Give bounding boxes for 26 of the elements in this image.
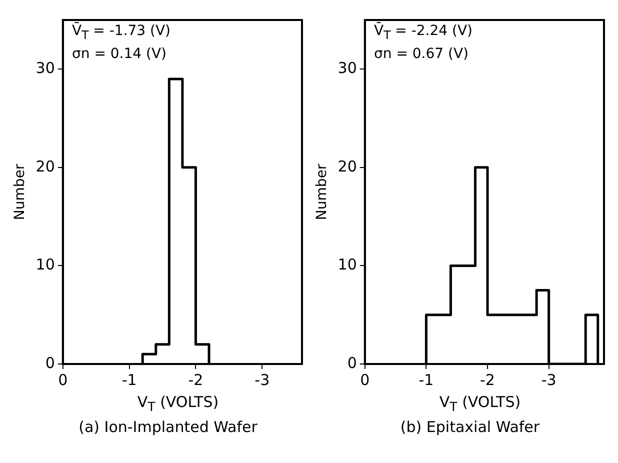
- x-tick-label: -2: [188, 370, 204, 389]
- x-axis-title: V$_{T}$ (VOLTS): [438, 393, 522, 414]
- x-tick-label: -3: [254, 370, 270, 389]
- x-tick-label: -1: [122, 370, 137, 389]
- x-axis-title: V$_{T}$ (VOLTS): [136, 393, 220, 414]
- annotation: V̄$_{T}$ = -1.73 (V): [72, 22, 171, 44]
- x-tick-label: 0: [58, 370, 68, 389]
- text: (b) Epitaxial Wafer: [399, 418, 541, 436]
- y-tick-label: 20: [36, 157, 55, 176]
- y-axis-title: Number: [12, 164, 28, 220]
- y-tick-label: 20: [338, 157, 357, 176]
- y-tick-label: 0: [347, 354, 357, 372]
- x-tick-label: -2: [480, 370, 495, 389]
- y-tick-label: 30: [338, 59, 357, 78]
- annotation: σn = 0.14 (V): [72, 44, 168, 64]
- y-tick-label: 30: [36, 59, 55, 78]
- y-axis-title: Number: [314, 164, 330, 220]
- x-tick-label: -1: [418, 370, 434, 389]
- y-tick-label: 0: [45, 354, 55, 372]
- x-tick-label: -3: [541, 370, 556, 389]
- text: (a) Ion-Implanted Wafer: [78, 418, 258, 436]
- annotation: σn = 0.67 (V): [374, 44, 470, 64]
- annotation: V̄$_{T}$ = -2.24 (V): [374, 22, 473, 44]
- y-tick-label: 10: [36, 256, 55, 274]
- x-tick-label: 0: [360, 370, 370, 389]
- y-tick-label: 10: [338, 256, 357, 274]
